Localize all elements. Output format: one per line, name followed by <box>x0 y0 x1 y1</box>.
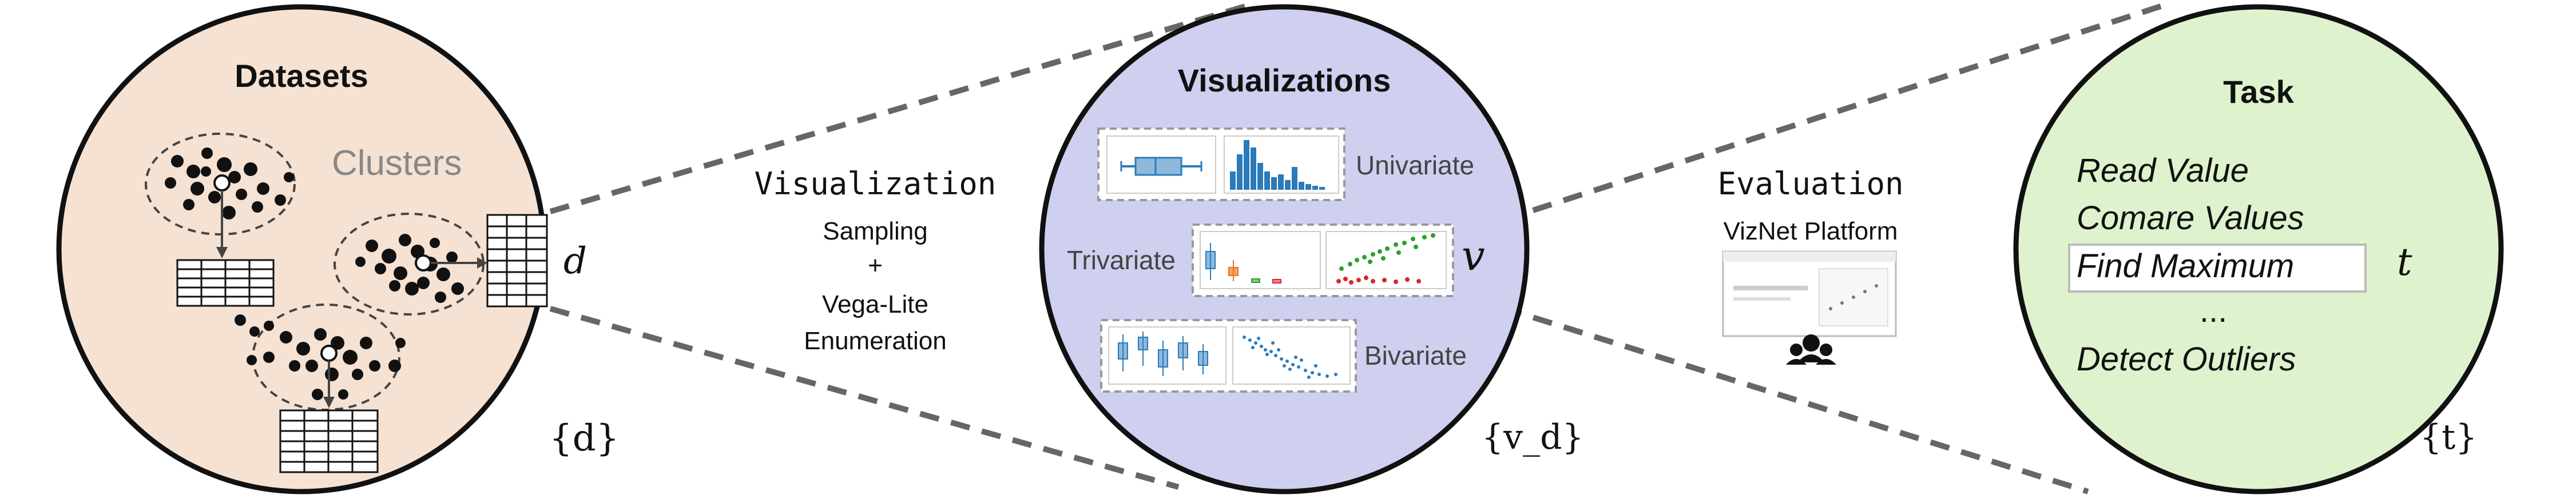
univariate-group <box>1097 127 1345 201</box>
bivariate-scatter-points <box>1243 336 1337 379</box>
visualization-v-symbol: v <box>1462 231 1485 280</box>
datasets-title: Datasets <box>235 58 368 94</box>
task-item-compare-values: Comare Values <box>2077 199 2304 237</box>
task-item-detect-outliers: Detect Outliers <box>2077 341 2296 378</box>
transition-1-line-3: Enumeration <box>804 327 947 355</box>
cluster-3-center <box>320 345 338 362</box>
cluster-1-points <box>165 147 294 219</box>
bivariate-label: Bivariate <box>1364 341 1467 370</box>
viznet-platform-label: VizNet Platform <box>1723 217 1898 245</box>
data-table-1 <box>176 259 275 307</box>
selected-task-box <box>2068 243 2367 293</box>
trivariate-scatter-points <box>1336 233 1435 285</box>
bivariate-group <box>1100 319 1357 393</box>
connector-bottom-2 <box>1440 286 2089 494</box>
univariate-label: Univariate <box>1356 150 1475 180</box>
transition-2-heading: Evaluation <box>1717 166 1904 202</box>
task-item-ellipsis: ... <box>2200 292 2228 329</box>
task-item-read-value: Read Value <box>2077 152 2249 189</box>
cluster-1 <box>145 133 296 258</box>
viznet-thumbnail <box>1722 250 1897 337</box>
task-t-symbol: t <box>2397 240 2412 284</box>
cluster-1-center <box>213 174 231 191</box>
histogram-bars <box>1230 140 1325 190</box>
transition-1-line-2: Vega-Lite <box>822 290 928 318</box>
task-title: Task <box>2223 74 2294 110</box>
connector-lines <box>549 3 2164 494</box>
transition-1-line-0: Sampling <box>823 217 928 245</box>
task-item-find-maximum[interactable]: Find Maximum <box>2077 247 2295 285</box>
cluster-2 <box>334 213 487 316</box>
connector-top-1 <box>549 3 1248 214</box>
connector-bottom-1 <box>549 306 1180 490</box>
data-table-2 <box>486 214 548 308</box>
data-table-3 <box>279 409 379 473</box>
trivariate-group <box>1192 223 1454 297</box>
transition-1-line-1: + <box>868 252 883 280</box>
transition-1-heading: Visualization <box>754 166 997 202</box>
clusters-label: Clusters <box>332 143 462 183</box>
visualization-set-symbol: {v_d} <box>1482 417 1584 457</box>
trivariate-label: Trivariate <box>1067 245 1176 275</box>
cluster-3-points <box>235 314 406 400</box>
task-set-symbol: {t} <box>2420 417 2478 457</box>
cluster-2-center <box>415 254 432 272</box>
dataset-d-symbol: d <box>563 240 587 282</box>
crowd-workers-icon <box>1786 334 1836 365</box>
dataset-set-symbol: {d} <box>549 417 620 460</box>
visualizations-title: Visualizations <box>1177 62 1391 98</box>
